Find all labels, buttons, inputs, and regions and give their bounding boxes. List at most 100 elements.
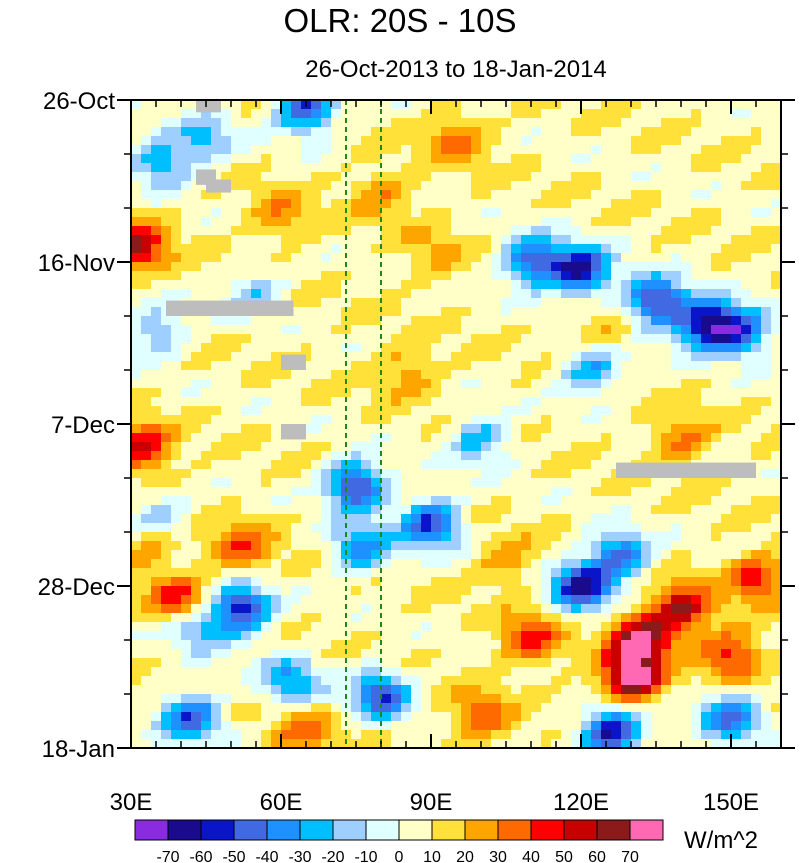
field-cell — [541, 298, 552, 308]
field-cell — [281, 649, 292, 659]
field-cell — [431, 181, 442, 191]
field-cell — [381, 595, 392, 605]
field-cell — [181, 478, 192, 488]
field-cell — [321, 694, 332, 704]
field-cell — [171, 676, 182, 686]
field-cell — [761, 253, 772, 263]
field-cell — [751, 154, 762, 164]
field-cell — [191, 325, 202, 335]
field-cell — [361, 136, 372, 146]
field-cell — [721, 100, 732, 110]
field-cell — [631, 280, 642, 290]
field-cell — [421, 613, 432, 623]
field-cell — [391, 577, 402, 587]
field-cell — [291, 415, 302, 425]
field-cell — [271, 163, 282, 173]
field-cell — [591, 163, 602, 173]
field-cell — [511, 334, 522, 344]
field-cell — [301, 496, 312, 506]
field-cell — [381, 289, 392, 299]
field-cell — [521, 127, 532, 137]
field-cell — [691, 397, 702, 407]
field-cell — [531, 235, 542, 245]
field-cell — [461, 415, 472, 425]
field-cell — [591, 541, 602, 551]
field-cell — [371, 649, 382, 659]
field-cell — [371, 325, 382, 335]
field-cell — [331, 505, 342, 515]
field-cell — [681, 694, 692, 704]
field-cell — [201, 577, 212, 587]
colorbar-label: -70 — [156, 849, 179, 863]
field-cell — [321, 271, 332, 281]
field-cell — [631, 118, 642, 128]
field-cell — [261, 550, 272, 560]
field-cell — [251, 451, 262, 461]
field-cell — [331, 253, 342, 263]
field-cell — [681, 631, 692, 641]
field-cell — [751, 631, 762, 641]
field-cell — [751, 451, 762, 461]
field-cell — [271, 577, 282, 587]
field-cell — [471, 262, 482, 272]
field-cell — [311, 613, 322, 623]
field-cell — [401, 442, 412, 452]
field-cell — [541, 415, 552, 425]
field-cell — [771, 406, 781, 416]
field-cell — [631, 487, 642, 497]
field-cell — [251, 442, 262, 452]
field-cell — [251, 658, 262, 668]
field-cell — [321, 298, 332, 308]
field-cell — [451, 136, 462, 146]
field-cell — [251, 721, 262, 731]
field-cell — [541, 712, 552, 722]
field-cell — [211, 532, 222, 542]
field-cell — [611, 253, 622, 263]
field-cell — [651, 289, 662, 299]
field-cell — [711, 712, 722, 722]
field-cell — [461, 694, 472, 704]
field-cell — [221, 649, 232, 659]
field-cell — [691, 145, 702, 155]
field-cell — [561, 406, 572, 416]
field-cell — [541, 676, 552, 686]
chart-title: OLR: 20S - 10S — [283, 2, 517, 39]
field-cell — [491, 478, 502, 488]
field-cell — [501, 361, 512, 371]
field-cell — [221, 388, 232, 398]
field-cell — [291, 460, 302, 470]
field-cell — [251, 235, 262, 245]
field-cell — [671, 451, 682, 461]
field-cell — [161, 361, 172, 371]
field-cell — [641, 181, 652, 191]
field-cell — [141, 334, 152, 344]
field-cell — [631, 532, 642, 542]
field-cell — [481, 649, 492, 659]
field-cell — [451, 469, 462, 479]
field-cell — [611, 145, 622, 155]
field-cell — [591, 172, 602, 182]
field-cell — [701, 361, 712, 371]
field-cell — [391, 559, 402, 569]
colorbar-label: 60 — [588, 849, 606, 863]
field-cell — [491, 712, 502, 722]
field-cell — [211, 631, 222, 641]
field-cell — [351, 712, 362, 722]
field-cell — [601, 262, 612, 272]
field-cell — [401, 208, 412, 218]
field-cell — [251, 316, 262, 326]
field-cell — [241, 622, 252, 632]
field-cell — [731, 145, 742, 155]
field-cell — [621, 226, 632, 236]
field-cell — [461, 676, 472, 686]
field-cell — [631, 298, 642, 308]
field-cell — [501, 568, 512, 578]
field-cell — [151, 280, 162, 290]
field-cell — [471, 109, 482, 119]
field-cell — [471, 532, 482, 542]
field-cell — [331, 433, 342, 443]
field-cell — [321, 469, 332, 479]
field-cell — [141, 217, 152, 227]
field-cell — [661, 298, 672, 308]
field-cell — [231, 559, 242, 569]
